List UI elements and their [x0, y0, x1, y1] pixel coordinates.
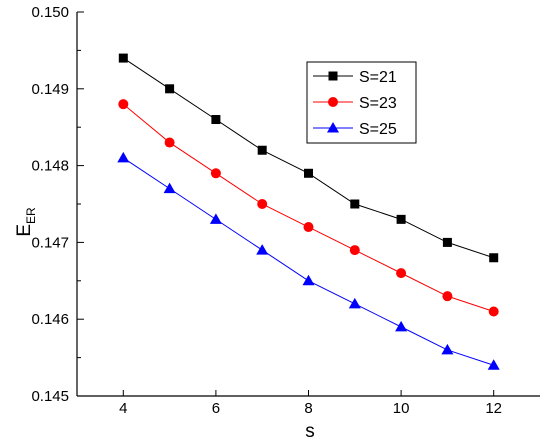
x-tick-label: 10 — [393, 400, 410, 417]
series-s-21 — [118, 53, 499, 263]
data-point — [350, 199, 360, 209]
data-point — [442, 291, 453, 302]
y-tick-label: 0.149 — [31, 81, 69, 98]
data-point — [487, 359, 500, 370]
data-point — [256, 244, 269, 255]
legend-item: S=25 — [313, 121, 397, 138]
data-point — [303, 222, 314, 233]
data-point — [117, 151, 130, 163]
data-point — [442, 237, 452, 247]
data-point — [257, 145, 267, 155]
data-point — [396, 268, 407, 279]
data-point — [395, 320, 408, 332]
data-point — [210, 168, 221, 179]
y-tick-label: 0.145 — [31, 388, 69, 405]
data-point — [209, 213, 222, 224]
legend-label: S=23 — [359, 95, 397, 112]
data-point — [489, 253, 499, 263]
data-point — [348, 297, 361, 309]
data-point — [211, 115, 221, 125]
data-point — [165, 84, 175, 94]
data-point — [118, 99, 129, 110]
y-axis-label-main: E — [14, 224, 35, 237]
data-point — [163, 182, 176, 194]
y-tick-label: 0.148 — [31, 158, 69, 175]
legend-item: S=21 — [313, 69, 397, 86]
x-tick-label: 4 — [119, 400, 127, 417]
y-tick-label: 0.147 — [31, 234, 69, 251]
y-tick-label: 0.146 — [31, 311, 69, 328]
x-tick-label: 8 — [304, 400, 312, 417]
legend-item: S=23 — [313, 95, 397, 112]
x-axis-ticks: 4 6 8 10 12 — [119, 390, 502, 417]
series-line — [123, 157, 494, 366]
y-axis-label-sub: ER — [24, 207, 38, 224]
data-point — [118, 53, 128, 63]
legend-label: S=21 — [359, 69, 397, 86]
series-s-23 — [118, 99, 499, 317]
series-s-25 — [117, 151, 500, 370]
x-tick-label: 12 — [485, 400, 502, 417]
legend-label: S=25 — [359, 121, 397, 138]
y-axis-label: EER — [14, 207, 38, 237]
y-tick-label: 0.150 — [31, 4, 69, 21]
data-series — [117, 53, 500, 370]
x-axis-label: s — [305, 421, 315, 442]
legend-marker — [328, 97, 338, 107]
data-point — [441, 343, 454, 355]
legend: S=21 S=23 S=25 — [306, 61, 417, 144]
legend-marker — [327, 122, 339, 133]
x-tick-label: 6 — [212, 400, 220, 417]
legend-marker — [328, 71, 338, 81]
data-point — [304, 168, 313, 178]
data-point — [164, 137, 175, 148]
data-point — [488, 306, 499, 317]
data-point — [349, 245, 360, 256]
data-point — [302, 274, 315, 286]
data-point — [257, 199, 268, 209]
y-axis-ticks: 0.145 0.146 0.147 0.148 0.149 0.150 — [31, 4, 84, 405]
data-point — [396, 214, 406, 224]
